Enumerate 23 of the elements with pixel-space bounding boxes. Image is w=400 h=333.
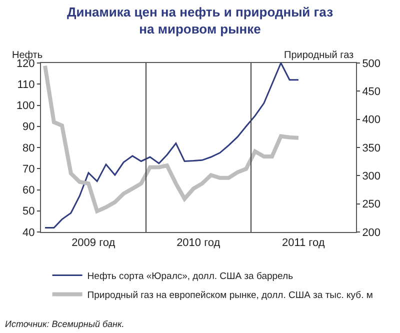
y2-tick-label: 200 [362, 226, 381, 239]
y2-tick-label: 250 [362, 198, 381, 211]
y-tick-label: 80 [22, 142, 35, 154]
x-tick-label: 2011 год [282, 237, 326, 250]
y-tick-label: 100 [16, 100, 35, 112]
y2-tick-label: 400 [362, 114, 381, 126]
chart-title: Динамика цен на нефть и природный газ на мировом рынке [66, 4, 334, 37]
y2-tick-label: 350 [362, 142, 381, 154]
y2-tick-label: 450 [362, 86, 381, 98]
y-tick-label: 50 [22, 206, 35, 218]
y-tick-label: 70 [22, 163, 35, 176]
legend-label: Нефть сорта «Юралс», долл. США за баррель [87, 270, 294, 282]
text: Источник: Всемирный банк. [5, 319, 124, 329]
y2-tick-label: 500 [362, 58, 381, 70]
y-tick-label: 90 [22, 121, 35, 134]
y2-axis-title: Природный газ [284, 50, 354, 61]
x-tick-label: 2010 год [176, 237, 221, 250]
x-tick-label: 2009 год [72, 237, 116, 250]
y-tick-label: 40 [22, 226, 35, 239]
y2-tick-label: 300 [362, 170, 381, 183]
legend-label: Природный газ на европейском рынке, долл. США за тыс. куб. м [87, 290, 373, 301]
y-tick-label: 110 [17, 78, 35, 91]
y-tick-label: 60 [22, 184, 35, 197]
